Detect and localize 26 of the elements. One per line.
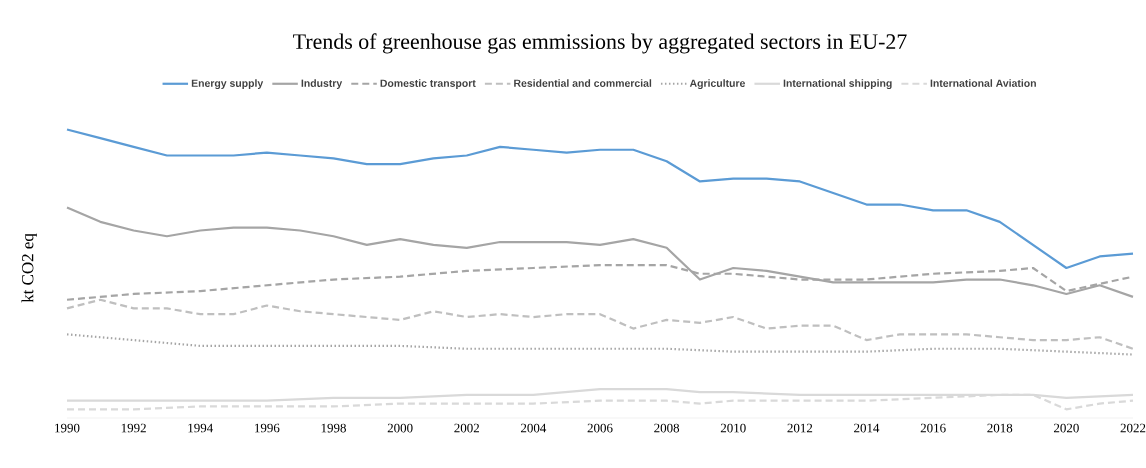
x-tick-label: 1998 — [321, 423, 346, 433]
x-tick-label: 2016 — [920, 423, 946, 433]
legend-label: Domestic transport — [380, 79, 476, 89]
legend-label: Energy supply — [191, 79, 264, 90]
x-tick-label: 2022 — [1120, 423, 1146, 433]
legend-label: Industry — [301, 79, 343, 89]
x-tick-label: 2002 — [454, 423, 479, 433]
x-tick-label: 2006 — [587, 423, 613, 433]
legend-label: Agriculture — [689, 79, 745, 90]
x-tick-label: 2012 — [787, 423, 813, 433]
x-tick-label: 1996 — [255, 423, 280, 433]
x-tick-label: 2000 — [387, 423, 413, 433]
legend-label: International Aviation — [930, 79, 1036, 87]
y-axis-title: kt CO2 eq — [21, 233, 37, 303]
x-tick-label: 2004 — [520, 423, 547, 433]
chart-title: Trends of greenhouse gas emmissions by aggregated sectors in EU-27 — [293, 33, 907, 54]
x-tick-label: 2010 — [720, 423, 746, 433]
x-tick-label: 2020 — [1053, 423, 1079, 433]
x-tick-label: 1992 — [121, 423, 146, 433]
legend-label: Residential and commercial — [514, 79, 652, 87]
x-tick-label: 2014 — [854, 423, 880, 433]
x-tick-label: 2018 — [987, 423, 1013, 433]
x-tick-label: 1994 — [188, 423, 214, 433]
legend-label: International shipping — [783, 79, 892, 90]
x-tick-label: 2008 — [654, 423, 680, 433]
x-tick-label: 1990 — [55, 423, 80, 433]
